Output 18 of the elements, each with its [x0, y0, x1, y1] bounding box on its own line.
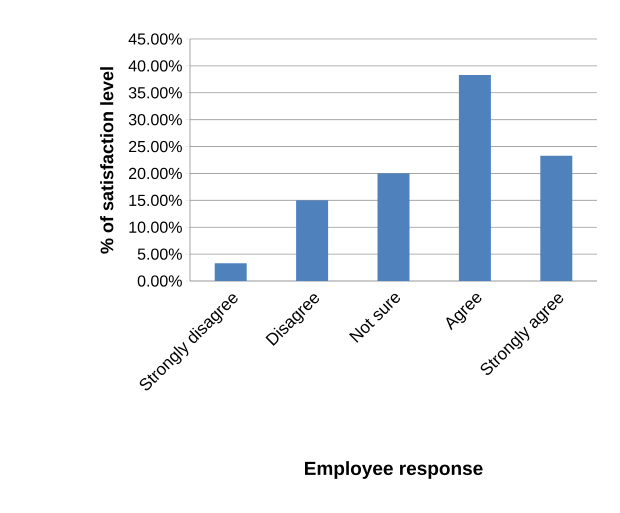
bar: [296, 200, 328, 281]
y-tick-label: 5.00%: [138, 248, 182, 260]
bar: [540, 156, 572, 281]
y-tick-label: 35.00%: [128, 87, 182, 98]
x-tick-label: Not sure: [349, 294, 400, 343]
x-axis-title: Employee response: [305, 461, 483, 479]
y-tick-label: 45.00%: [128, 33, 182, 45]
bar: [458, 75, 491, 281]
y-tick-label: 25.00%: [129, 140, 182, 152]
y-tick-label: 15.00%: [129, 194, 182, 206]
y-tick-label: 30.00%: [128, 114, 182, 126]
y-tick-label: 20.00%: [129, 168, 182, 180]
bar: [214, 263, 247, 281]
y-axis-title: % of satisfaction level: [100, 67, 114, 254]
bar: [378, 173, 410, 281]
y-tick-label: 10.00%: [129, 222, 182, 233]
y-tick-label: 40.00%: [128, 60, 182, 72]
y-tick-label: 0.00%: [138, 275, 182, 287]
